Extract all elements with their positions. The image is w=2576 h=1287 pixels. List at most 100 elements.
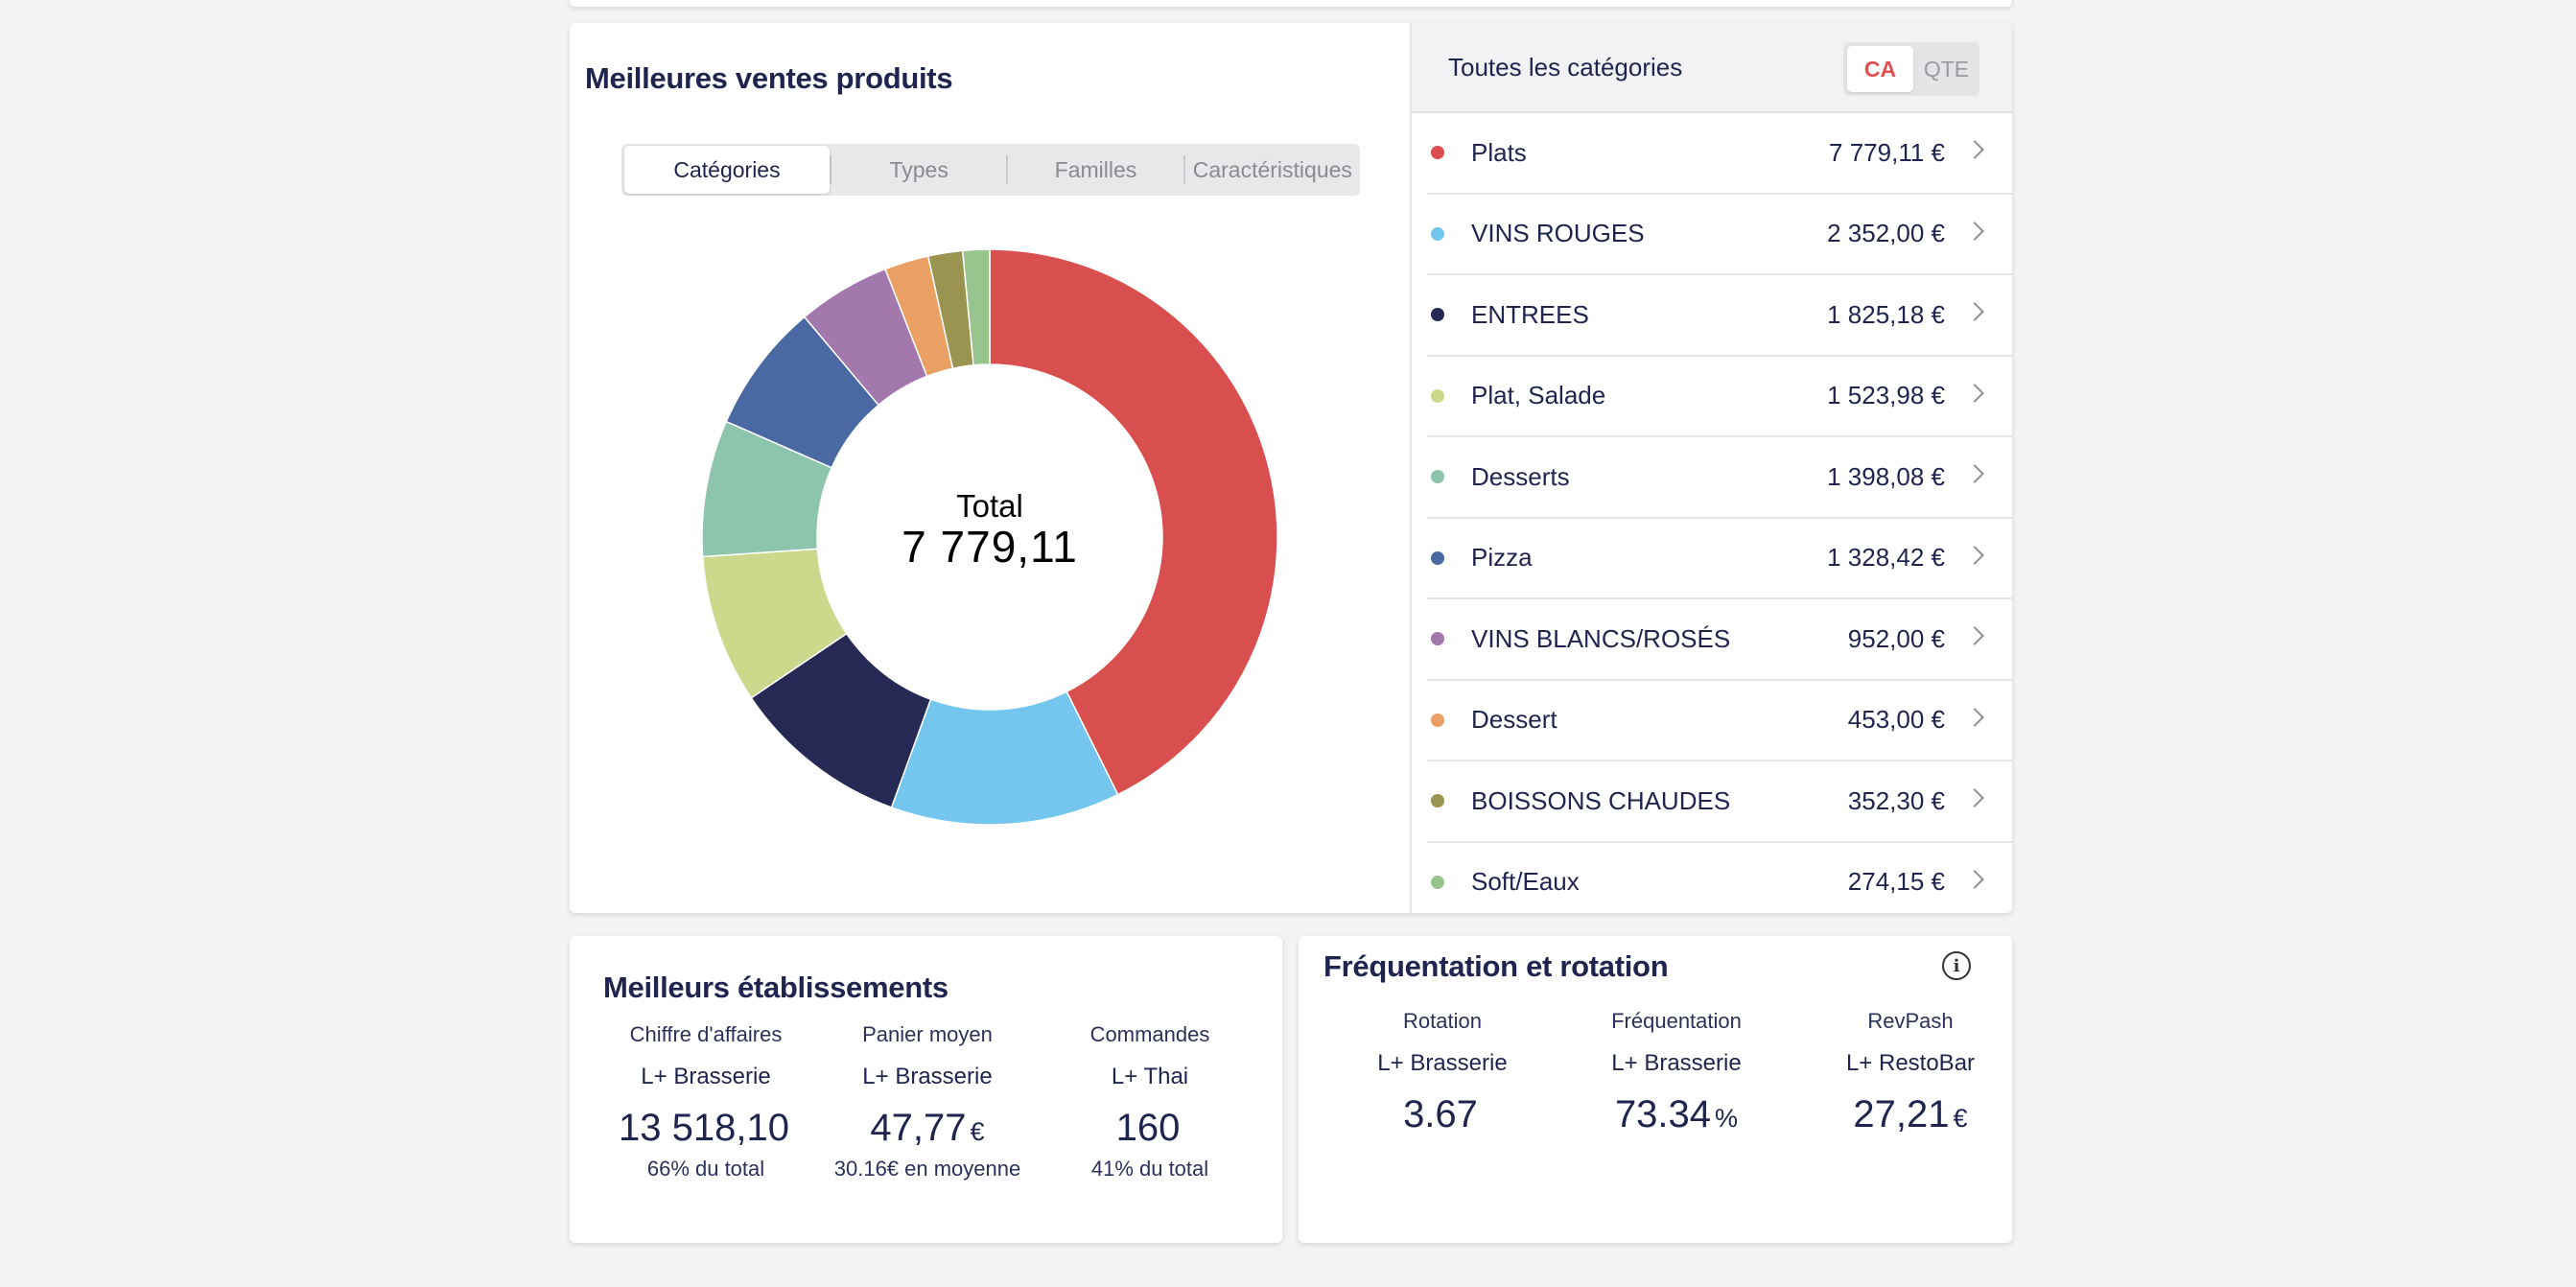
category-value: 1 328,42 € [1827, 543, 1945, 573]
category-color-dot [1431, 146, 1444, 160]
category-name: Plats [1471, 137, 1527, 167]
frequentation-card: Fréquentation et rotation i Rotation L+ B… [1299, 936, 2012, 1243]
metric-label: Rotation [1403, 1009, 1482, 1033]
category-type-tabs: Catégories Types Familles Caractéristiqu… [621, 144, 1360, 196]
category-value: 1 523,98 € [1827, 381, 1945, 410]
category-row[interactable]: VINS ROUGES 2 352,00 € [1427, 195, 2012, 275]
chevron-right-icon [1965, 221, 1984, 241]
category-filter-dropdown[interactable]: Toutes les catégories [1448, 53, 1683, 82]
chevron-right-icon [1965, 383, 1984, 403]
tab-divider [1006, 155, 1009, 184]
metric-unit: € [1953, 1104, 1968, 1133]
category-row[interactable]: Plat, Salade 1 523,98 € [1427, 357, 2012, 437]
category-row[interactable]: Plats 7 779,11 € [1427, 113, 2012, 195]
category-value: 2 352,00 € [1827, 219, 1945, 248]
metric-value-wrap: 160 [1035, 1107, 1265, 1150]
category-value: 7 779,11 € [1829, 137, 1945, 167]
category-color-dot [1431, 632, 1444, 646]
category-row[interactable]: Pizza 1 328,42 € [1427, 519, 2012, 599]
tab-divider [1183, 155, 1185, 184]
category-row[interactable]: ENTREES 1 825,18 € [1427, 275, 2012, 357]
best-establishments-title: Meilleurs établissements [603, 971, 948, 1004]
metric-establishment: L+ Brasserie [862, 1064, 993, 1089]
category-value: 352,30 € [1847, 785, 1945, 815]
category-color-dot [1431, 875, 1444, 889]
category-color-dot [1431, 308, 1444, 322]
metric-value-wrap: 3.67 [1327, 1093, 1557, 1136]
category-name: ENTREES [1471, 299, 1589, 329]
metric-value: 3.67 [1403, 1093, 1478, 1135]
category-value: 1 398,08 € [1827, 461, 1945, 491]
metric-value-wrap: 13 518,10 [591, 1107, 821, 1150]
best-products-chart-pane: Meilleures ventes produits Catégories Ty… [570, 23, 1410, 913]
chevron-right-icon [1965, 707, 1984, 727]
donut-svg [701, 248, 1278, 826]
tab-categories[interactable]: Catégories [624, 146, 830, 194]
category-list: Plats 7 779,11 € VINS ROUGES 2 352,00 € ENTR… [1427, 113, 2012, 913]
metric-label: RevPash [1867, 1009, 1954, 1033]
metric-subtext: 41% du total [1090, 1157, 1209, 1181]
category-name: BOISSONS CHAUDES [1471, 785, 1731, 815]
metric-establishment: L+ RestoBar [1845, 1050, 1976, 1076]
metric-value: 160 [1115, 1107, 1181, 1149]
tab-caracteristiques[interactable]: Caractéristiques [1192, 156, 1352, 182]
best-products-title: Meilleures ventes produits [585, 61, 953, 95]
metric-value: 13 518,10 [619, 1107, 789, 1149]
tab-types[interactable]: Types [889, 156, 948, 182]
tab-divider [830, 155, 831, 184]
top-card-edge [570, 0, 2012, 7]
chevron-right-icon [1965, 626, 1984, 646]
chevron-right-icon [1965, 140, 1984, 160]
metric-value-wrap: 47,77 € [812, 1107, 1042, 1150]
best-products-card: Meilleures ventes produits Catégories Ty… [570, 23, 2012, 913]
ca-toggle-button[interactable]: CA [1847, 46, 1913, 92]
metric-subtext: 66% du total [646, 1157, 765, 1181]
metric-value: 47,77 [870, 1107, 967, 1149]
chevron-right-icon [1965, 788, 1984, 808]
metric-establishment: L+ Brasserie [641, 1064, 771, 1089]
metric-label: Commandes [1089, 1022, 1210, 1046]
ca-qte-toggle: CA QTE [1843, 42, 1979, 96]
metric-value-wrap: 27,21 € [1795, 1093, 2026, 1136]
category-row[interactable]: Dessert 453,00 € [1427, 681, 2012, 761]
chevron-right-icon [1965, 869, 1984, 889]
category-name: VINS ROUGES [1471, 219, 1645, 248]
category-row[interactable]: VINS BLANCS/ROSÉS 952,00 € [1427, 599, 2012, 681]
metric-subtext: 30.16€ en moyenne [833, 1157, 1021, 1181]
metric-value: 73.34 [1614, 1093, 1712, 1135]
category-list-header: Toutes les catégories CA QTE [1412, 23, 2012, 113]
category-row[interactable]: Soft/Eaux 274,15 € [1427, 843, 2012, 914]
tab-familles[interactable]: Familles [1054, 156, 1137, 182]
frequentation-title: Fréquentation et rotation [1323, 949, 1669, 983]
category-color-dot [1431, 388, 1444, 403]
metric-label: Chiffre d'affaires [629, 1022, 783, 1046]
category-name: VINS BLANCS/ROSÉS [1471, 623, 1731, 653]
info-icon[interactable]: i [1942, 951, 1971, 980]
category-value: 274,15 € [1847, 867, 1945, 897]
category-color-dot [1431, 550, 1444, 565]
category-value: 453,00 € [1847, 705, 1945, 735]
metric-unit: € [970, 1117, 985, 1146]
donut-slice[interactable] [989, 248, 1278, 796]
category-row[interactable]: BOISSONS CHAUDES 352,30 € [1427, 761, 2012, 843]
metric-value: 27,21 [1853, 1093, 1950, 1135]
category-donut-chart: Total 7 779,11 [692, 240, 1287, 834]
category-color-dot [1431, 226, 1444, 241]
category-name: Soft/Eaux [1471, 867, 1580, 897]
category-row[interactable]: Desserts 1 398,08 € [1427, 437, 2012, 519]
category-name: Dessert [1471, 705, 1557, 735]
category-value: 952,00 € [1847, 623, 1945, 653]
category-name: Desserts [1471, 461, 1570, 491]
chevron-right-icon [1965, 302, 1984, 322]
metric-establishment: L+ Brasserie [1611, 1050, 1742, 1076]
category-value: 1 825,18 € [1827, 299, 1945, 329]
category-color-dot [1431, 794, 1444, 808]
donut-slice[interactable] [961, 248, 991, 366]
category-color-dot [1431, 470, 1444, 484]
metric-establishment: L+ Thai [1111, 1064, 1189, 1089]
qte-toggle-button[interactable]: QTE [1923, 56, 1970, 82]
metric-label: Fréquentation [1611, 1009, 1742, 1033]
chevron-right-icon [1965, 545, 1984, 565]
category-name: Plat, Salade [1471, 381, 1606, 410]
category-list-pane: Toutes les catégories CA QTE Plats 7 779,… [1410, 23, 2012, 913]
